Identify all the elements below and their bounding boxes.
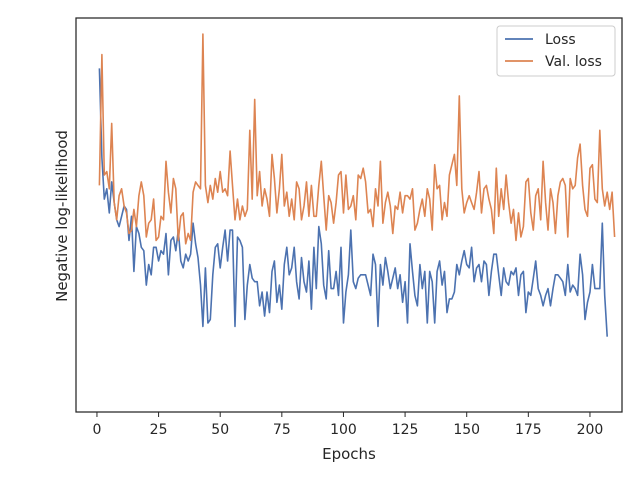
x-axis: 0 25 50 75 100 125 150 175 200 (92, 412, 603, 438)
x-tick-label: 200 (577, 422, 604, 438)
x-tick-label: 150 (453, 422, 480, 438)
legend-label-loss: Loss (545, 32, 576, 48)
x-tick-label: 100 (330, 422, 357, 438)
plot-frame (75, 17, 623, 413)
series-layer (98, 33, 616, 337)
series-line-loss (98, 68, 608, 337)
x-tick-label: 175 (515, 422, 542, 438)
x-tick-label: 50 (211, 422, 229, 438)
legend-label-val-loss: Val. loss (545, 54, 602, 70)
x-axis-label: Epochs (322, 445, 376, 463)
x-tick-label: 0 (92, 422, 101, 438)
x-tick-label: 75 (273, 422, 291, 438)
legend: Loss Val. loss (496, 25, 616, 77)
y-axis-label: Negative log-likelihood (53, 130, 71, 302)
x-tick-label: 25 (150, 422, 168, 438)
series-line-val-loss (98, 33, 616, 245)
x-tick-label: 125 (392, 422, 419, 438)
